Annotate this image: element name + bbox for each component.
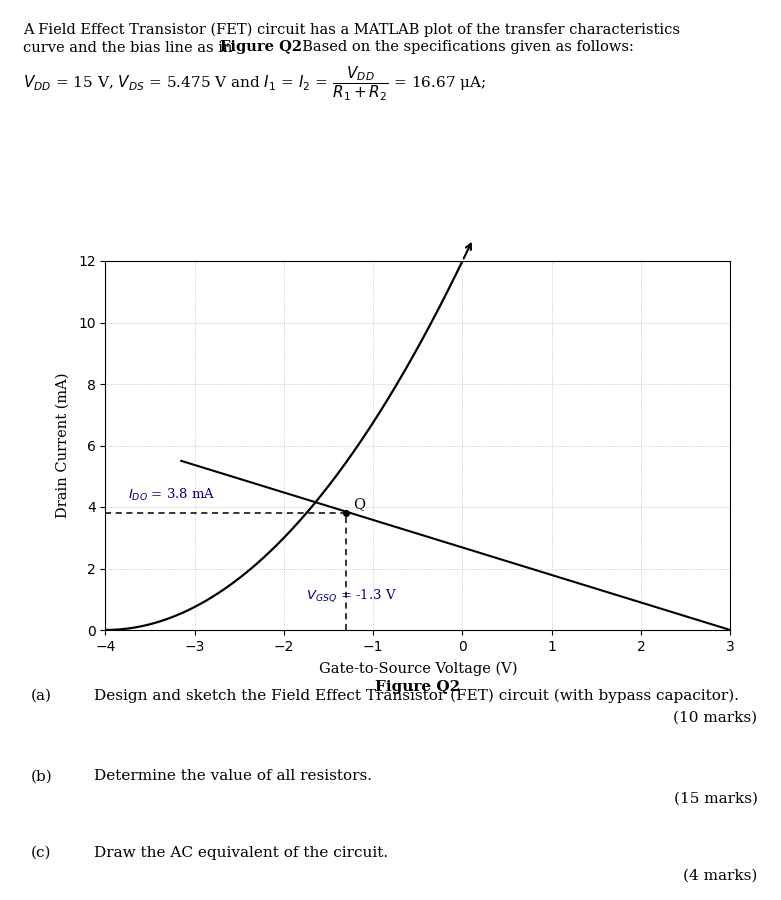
- Text: curve and the bias line as in: curve and the bias line as in: [23, 40, 237, 55]
- Text: Draw the AC equivalent of the circuit.: Draw the AC equivalent of the circuit.: [94, 846, 388, 860]
- Text: Design and sketch the Field Effect Transistor (FET) circuit (with bypass capacit: Design and sketch the Field Effect Trans…: [94, 688, 739, 703]
- Text: A Field Effect Transistor (FET) circuit has a MATLAB plot of the transfer charac: A Field Effect Transistor (FET) circuit …: [23, 22, 680, 37]
- X-axis label: Gate-to-Source Voltage (V): Gate-to-Source Voltage (V): [319, 662, 517, 677]
- Text: (b): (b): [31, 770, 53, 784]
- Text: $I_{DO}$ = 3.8 mA: $I_{DO}$ = 3.8 mA: [128, 487, 215, 503]
- Text: (4 marks): (4 marks): [683, 868, 758, 883]
- Text: Figure Q2: Figure Q2: [376, 680, 460, 694]
- Y-axis label: Drain Current (mA): Drain Current (mA): [55, 373, 70, 518]
- Text: (a): (a): [31, 688, 52, 703]
- Text: (15 marks): (15 marks): [673, 792, 758, 806]
- Text: $V_{DD}$ = 15 V, $V_{DS}$ = 5.475 V and $I_1$ = $I_2$ = $\dfrac{V_{DD}}{R_1 + R_: $V_{DD}$ = 15 V, $V_{DS}$ = 5.475 V and …: [23, 65, 487, 103]
- Text: (10 marks): (10 marks): [673, 711, 758, 725]
- Text: Q: Q: [354, 498, 366, 511]
- Text: (c): (c): [31, 846, 52, 860]
- Text: . Based on the specifications given as follows:: . Based on the specifications given as f…: [293, 40, 633, 55]
- Text: Figure Q2: Figure Q2: [220, 40, 302, 55]
- Text: $V_{GSQ}$ = -1.3 V: $V_{GSQ}$ = -1.3 V: [306, 587, 397, 604]
- Text: Determine the value of all resistors.: Determine the value of all resistors.: [94, 770, 372, 784]
